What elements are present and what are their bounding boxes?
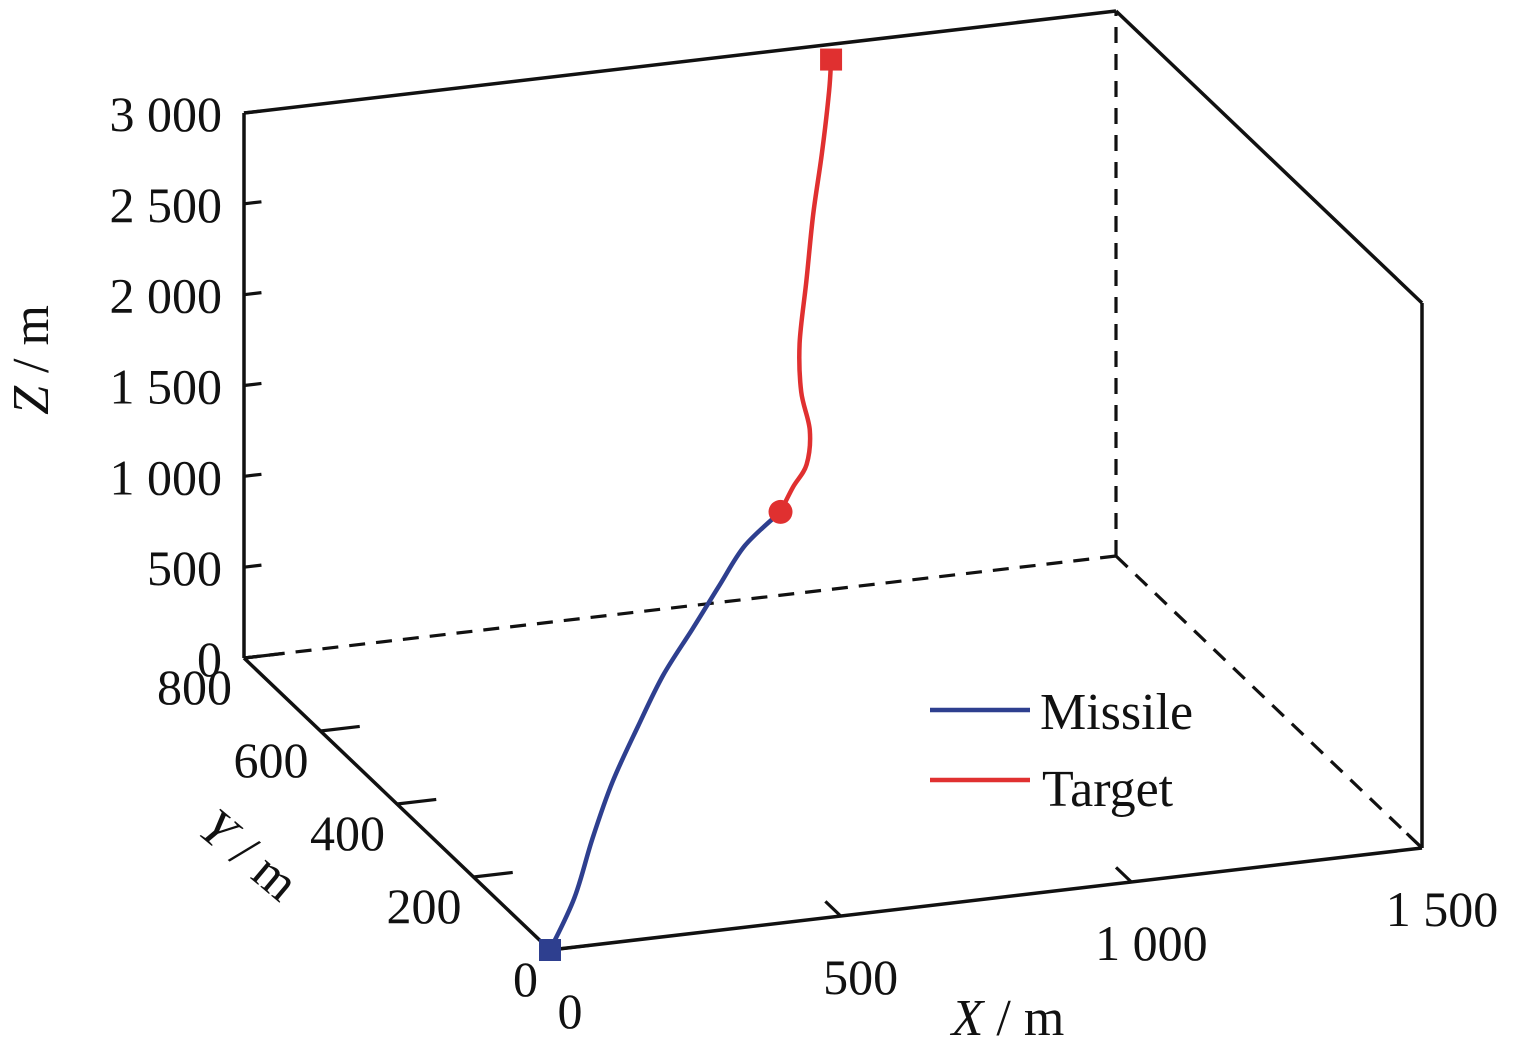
axis-ticks <box>243 109 1424 952</box>
z-tick-label-2000: 2 000 <box>110 268 223 324</box>
series-markers <box>539 48 843 961</box>
z-tick-500 <box>243 563 262 569</box>
z-tick-label-1000: 1 000 <box>110 449 223 505</box>
legend-label-target: Target <box>1042 761 1174 818</box>
z-tick-2500 <box>243 200 262 206</box>
y-tick-label-400: 400 <box>310 805 385 861</box>
series-layer <box>547 57 834 953</box>
z-tick-label-500: 500 <box>147 540 222 596</box>
axis-box-hidden-edges <box>243 11 1424 850</box>
z-tick-0 <box>243 654 262 660</box>
z-tick-1000 <box>243 472 262 478</box>
series-start-marker-missile <box>539 939 561 961</box>
y-tick-label-200: 200 <box>387 878 462 934</box>
z-tick-2000 <box>243 291 262 297</box>
x-tick-500 <box>824 900 842 918</box>
series-end-marker-target <box>768 499 793 524</box>
y-axis-label: Y / m <box>188 798 309 912</box>
series-start-marker-target <box>820 48 843 71</box>
series-line-missile <box>547 509 783 953</box>
y-tick-600 <box>320 724 360 733</box>
y-tick-200 <box>473 870 513 879</box>
z-tick-3000 <box>243 109 262 115</box>
y-tick-label-0: 0 <box>513 951 538 1007</box>
z-tick-label-0: 0 <box>197 631 222 687</box>
legend-label-missile: Missile <box>1040 684 1193 741</box>
x-tick-label-1500: 1 500 <box>1386 881 1499 937</box>
z-tick-label-1500: 1 500 <box>110 359 223 415</box>
x-tick-1000 <box>1114 866 1133 884</box>
x-axis-label: X / m <box>950 990 1065 1043</box>
x-tick-label-1000: 1 000 <box>1095 915 1208 971</box>
z-tick-label-2500: 2 500 <box>110 177 223 233</box>
axis-box-visible-edges <box>242 9 1424 952</box>
x-tick-label-0: 0 <box>558 983 583 1039</box>
y-tick-400 <box>396 797 437 806</box>
z-axis-label: Z / m <box>3 305 60 415</box>
x-axis-line <box>549 846 1423 952</box>
z-tick-1500 <box>243 381 262 388</box>
y-tick-label-600: 600 <box>234 732 309 788</box>
box-edge-back-bottom-x <box>243 554 1117 660</box>
legend: Missile Target <box>930 684 1193 818</box>
box-edge-back-bottom-y <box>1114 554 1424 850</box>
y-tick-label-800: 800 <box>157 659 232 715</box>
x-tick-1500 <box>1405 832 1424 850</box>
box-edge-top-back <box>243 9 1117 115</box>
z-tick-label-3000: 3 000 <box>110 86 223 142</box>
series-line-target <box>778 57 834 515</box>
box-edge-top-right <box>1114 9 1424 305</box>
x-tick-label-500: 500 <box>823 949 898 1005</box>
